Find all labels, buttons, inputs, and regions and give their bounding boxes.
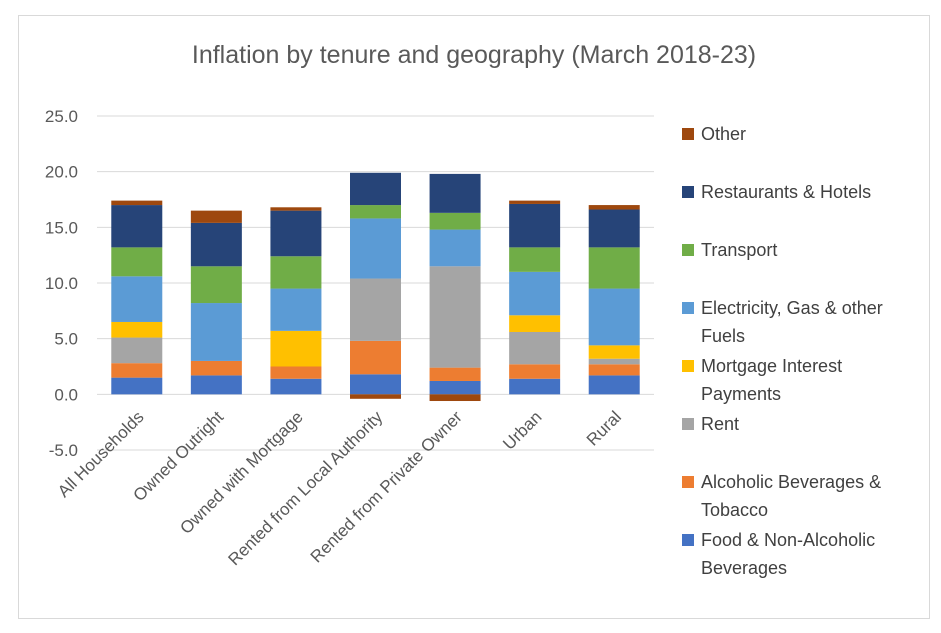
chart-title: Inflation by tenure and geography (March… [192, 41, 756, 69]
legend-swatch [682, 128, 694, 140]
category-label: Rented from Private Owner [307, 407, 466, 566]
bar-segment [509, 271, 561, 316]
y-tick-label: 5.0 [54, 330, 78, 349]
bar-segment [429, 367, 481, 381]
bar-segment [270, 288, 322, 331]
bar-segment [350, 205, 401, 219]
bar-segment [111, 247, 163, 277]
y-tick-label: 20.0 [45, 163, 78, 182]
bar-segment [111, 200, 163, 206]
bar-segment [588, 358, 640, 365]
y-tick-labels: -5.0 0.0 5.0 10.0 15.0 20.0 25.0 [45, 107, 78, 460]
bar-segment [270, 210, 322, 257]
bar-segment [111, 363, 163, 378]
bar-segment [350, 218, 401, 279]
legend-label: Food & Non-Alcoholic Beverages [701, 530, 875, 578]
bar-segment [509, 203, 561, 248]
bar-segment [588, 364, 640, 376]
bar-segment [509, 331, 561, 365]
bar-segment [270, 366, 322, 379]
legend-swatch [682, 476, 694, 488]
bar-segment [509, 200, 561, 204]
bar-segment [270, 256, 322, 289]
bar-segment [270, 207, 322, 211]
legend-label: Electricity, Gas & other Fuels [701, 298, 883, 346]
y-tick-label: 25.0 [45, 107, 78, 126]
bar-segment [429, 394, 481, 402]
legend-swatch [682, 534, 694, 546]
legend-label: Mortgage Interest Payments [701, 356, 842, 404]
legend-swatch [682, 418, 694, 430]
bar-segment [190, 210, 242, 223]
bar-segment [350, 172, 401, 206]
bar-segment [111, 321, 163, 338]
legend-label: Transport [701, 240, 777, 260]
bar-segment [350, 340, 401, 375]
legend-swatch [682, 302, 694, 314]
legend: Other Restaurants & Hotels Transport Electr… [682, 124, 883, 578]
bar-segment [429, 266, 481, 368]
bar-segment [111, 205, 163, 248]
bar-segment [588, 288, 640, 346]
bars [111, 172, 640, 402]
legend-label: Other [701, 124, 746, 144]
bar-segment [588, 205, 640, 210]
legend-label: Alcoholic Beverages & Tobacco [701, 472, 881, 520]
bar-segment [588, 209, 640, 248]
bar-segment [588, 247, 640, 289]
bar-segment [270, 330, 322, 367]
bar-segment [190, 222, 242, 267]
y-tick-label: -5.0 [49, 441, 78, 460]
bar-segment [509, 315, 561, 332]
y-tick-label: 0.0 [54, 385, 78, 404]
legend-label: Rent [701, 414, 739, 434]
bar-segment [111, 377, 163, 395]
bar-segment [270, 378, 322, 395]
bar-segment [111, 276, 163, 322]
bar-segment [350, 278, 401, 341]
bar-segment [509, 364, 561, 379]
legend-swatch [682, 186, 694, 198]
bar-segment [350, 394, 401, 399]
legend-label: Restaurants & Hotels [701, 182, 871, 202]
bar-segment [509, 247, 561, 272]
bar-segment [190, 303, 242, 361]
legend-swatch [682, 244, 694, 256]
bar-segment [190, 375, 242, 395]
bar-segment [429, 212, 481, 230]
bar-segment [190, 266, 242, 304]
bar-segment [509, 378, 561, 395]
bar-segment [429, 173, 481, 213]
bar-segment [588, 375, 640, 395]
bar-segment [111, 337, 163, 364]
category-label: Urban [499, 407, 545, 453]
category-label: Rented from Local Authority [225, 407, 387, 569]
bar-segment [190, 360, 242, 376]
y-tick-label: 10.0 [45, 274, 78, 293]
legend-swatch [682, 360, 694, 372]
category-label: Rural [583, 407, 625, 449]
y-tick-label: 15.0 [45, 218, 78, 237]
bar-segment [350, 374, 401, 395]
bar-segment [429, 380, 481, 395]
bar-segment [429, 229, 481, 267]
bar-segment [588, 345, 640, 359]
